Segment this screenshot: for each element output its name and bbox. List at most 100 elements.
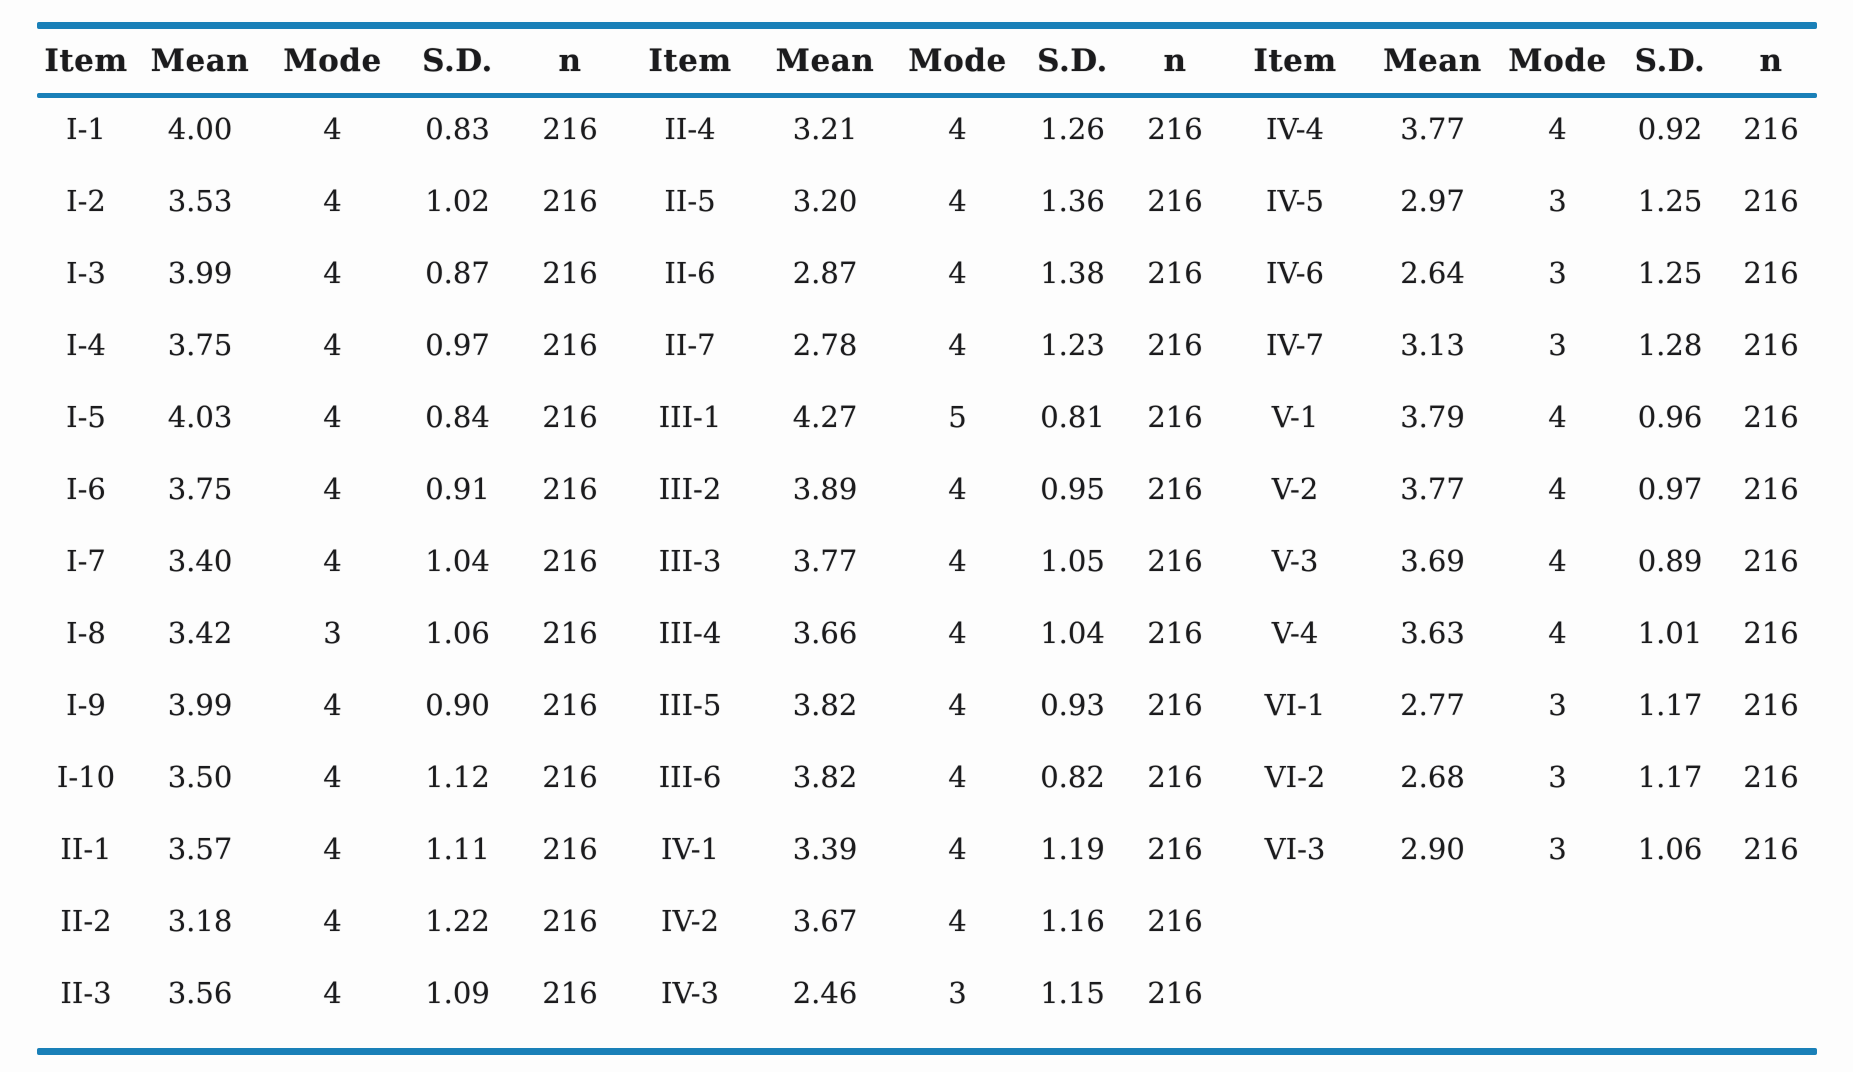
cell-sd: 1.04 bbox=[425, 544, 490, 578]
cell-item: V-4 bbox=[1271, 616, 1319, 650]
cell-item: VI-3 bbox=[1264, 832, 1326, 866]
cell-item: III-5 bbox=[658, 688, 722, 722]
cell-sd: 0.97 bbox=[425, 328, 490, 362]
cell-mode: 4 bbox=[323, 976, 342, 1010]
cell-mode: 4 bbox=[948, 256, 967, 290]
cell-n: 216 bbox=[1743, 760, 1799, 794]
cell-n: 216 bbox=[1147, 616, 1203, 650]
cell-n: 216 bbox=[1743, 400, 1799, 434]
cell-mean: 3.20 bbox=[792, 184, 858, 218]
cell-item: III-4 bbox=[658, 616, 722, 650]
cell-mean: 3.69 bbox=[1400, 544, 1465, 578]
cell-mean: 4.03 bbox=[167, 400, 233, 434]
cell-mean: 3.66 bbox=[792, 616, 858, 650]
cell-mode: 4 bbox=[948, 328, 967, 362]
cell-item: IV-1 bbox=[661, 832, 719, 866]
cell-sd: 0.84 bbox=[425, 400, 490, 434]
column-header-item: Item bbox=[44, 43, 128, 79]
cell-item: II-1 bbox=[60, 832, 112, 866]
table-row: II-1 3.57 4 1.11 216 IV-1 3.39 4 1.19 216 VI-3 2.90… bbox=[37, 813, 1817, 885]
column-header-n: n bbox=[1759, 43, 1783, 79]
cell-mode: 4 bbox=[948, 184, 967, 218]
table-row: II-2 3.18 4 1.22 216 IV-2 3.67 4 1.16 216 bbox=[37, 885, 1817, 957]
cell-mean: 2.77 bbox=[1400, 688, 1465, 722]
column-header-mean: Mean bbox=[150, 43, 250, 79]
cell-mean: 3.39 bbox=[792, 832, 858, 866]
cell-mode: 4 bbox=[948, 616, 967, 650]
cell-sd: 1.28 bbox=[1637, 328, 1703, 362]
cell-n: 216 bbox=[1743, 256, 1799, 290]
cell-item: I-9 bbox=[66, 688, 106, 722]
cell-item: IV-2 bbox=[661, 904, 719, 938]
cell-n: 216 bbox=[542, 256, 598, 290]
cell-n: 216 bbox=[1147, 688, 1203, 722]
cell-mean: 3.63 bbox=[1400, 616, 1465, 650]
cell-mean: 3.82 bbox=[792, 688, 858, 722]
cell-mode: 3 bbox=[1548, 328, 1567, 362]
cell-sd: 0.96 bbox=[1637, 400, 1703, 434]
cell-item: IV-3 bbox=[661, 976, 719, 1010]
cell-mean: 3.57 bbox=[167, 832, 233, 866]
cell-item: IV-7 bbox=[1266, 328, 1324, 362]
cell-n: 216 bbox=[1147, 184, 1203, 218]
top-rule bbox=[37, 22, 1817, 29]
cell-mean: 2.87 bbox=[792, 256, 858, 290]
cell-sd: 1.12 bbox=[425, 760, 490, 794]
cell-sd: 0.92 bbox=[1637, 112, 1703, 146]
cell-mode: 3 bbox=[948, 976, 967, 1010]
cell-sd: 1.01 bbox=[1637, 616, 1703, 650]
cell-item: I-7 bbox=[66, 544, 106, 578]
cell-n: 216 bbox=[542, 472, 598, 506]
column-header-item: Item bbox=[648, 43, 732, 79]
cell-sd: 1.23 bbox=[1040, 328, 1105, 362]
cell-n: 216 bbox=[1147, 760, 1203, 794]
cell-sd bbox=[1615, 957, 1725, 1029]
cell-mode: 3 bbox=[323, 616, 342, 650]
cell-mean: 4.27 bbox=[792, 400, 858, 434]
cell-sd: 1.15 bbox=[1040, 976, 1105, 1010]
cell-mode bbox=[1500, 885, 1615, 957]
cell-mean: 3.77 bbox=[1400, 112, 1465, 146]
cell-mean: 3.13 bbox=[1400, 328, 1465, 362]
cell-sd: 1.05 bbox=[1040, 544, 1105, 578]
cell-mean: 2.46 bbox=[792, 976, 858, 1010]
cell-sd: 0.87 bbox=[425, 256, 490, 290]
cell-item: IV-4 bbox=[1266, 112, 1324, 146]
cell-sd: 1.26 bbox=[1040, 112, 1105, 146]
cell-mode: 4 bbox=[323, 400, 342, 434]
header-row: Item Mean Mode S.D. n Item Mean Mode S.D. n Item Me… bbox=[37, 29, 1817, 93]
cell-mode: 4 bbox=[323, 256, 342, 290]
column-header-mean: Mean bbox=[1383, 43, 1482, 79]
cell-mode: 3 bbox=[1548, 760, 1567, 794]
cell-mean: 2.78 bbox=[792, 328, 858, 362]
table-row: I-6 3.75 4 0.91 216 III-2 3.89 4 0.95 216 V-2 3.77 4… bbox=[37, 453, 1817, 525]
cell-item: IV-6 bbox=[1266, 256, 1324, 290]
table-row: I-7 3.40 4 1.04 216 III-3 3.77 4 1.05 216 V-3 3.69 4… bbox=[37, 525, 1817, 597]
cell-n: 216 bbox=[1743, 184, 1799, 218]
cell-mode bbox=[1500, 957, 1615, 1029]
cell-mean bbox=[1365, 885, 1500, 957]
column-header-mode: Mode bbox=[908, 43, 1007, 79]
cell-mode: 3 bbox=[1548, 256, 1567, 290]
cell-mode: 4 bbox=[323, 832, 342, 866]
cell-sd: 1.02 bbox=[425, 184, 490, 218]
column-header-sd: S.D. bbox=[422, 43, 493, 79]
cell-n: 216 bbox=[1147, 328, 1203, 362]
cell-sd: 1.19 bbox=[1040, 832, 1105, 866]
cell-n: 216 bbox=[1743, 544, 1799, 578]
cell-sd: 1.17 bbox=[1637, 688, 1703, 722]
cell-item: III-1 bbox=[658, 400, 722, 434]
column-header-sd: S.D. bbox=[1037, 43, 1108, 79]
cell-mean: 2.68 bbox=[1400, 760, 1465, 794]
cell-sd: 0.95 bbox=[1040, 472, 1105, 506]
cell-n: 216 bbox=[542, 184, 598, 218]
cell-n: 216 bbox=[542, 544, 598, 578]
table-row: II-3 3.56 4 1.09 216 IV-3 2.46 3 1.15 216 bbox=[37, 957, 1817, 1029]
column-header-mean: Mean bbox=[775, 43, 875, 79]
table-row: I-3 3.99 4 0.87 216 II-6 2.87 4 1.38 216 IV-6 2.64 3… bbox=[37, 237, 1817, 309]
cell-n: 216 bbox=[1743, 616, 1799, 650]
cell-item bbox=[1225, 885, 1365, 957]
cell-n bbox=[1725, 885, 1817, 957]
cell-item: I-3 bbox=[66, 256, 106, 290]
